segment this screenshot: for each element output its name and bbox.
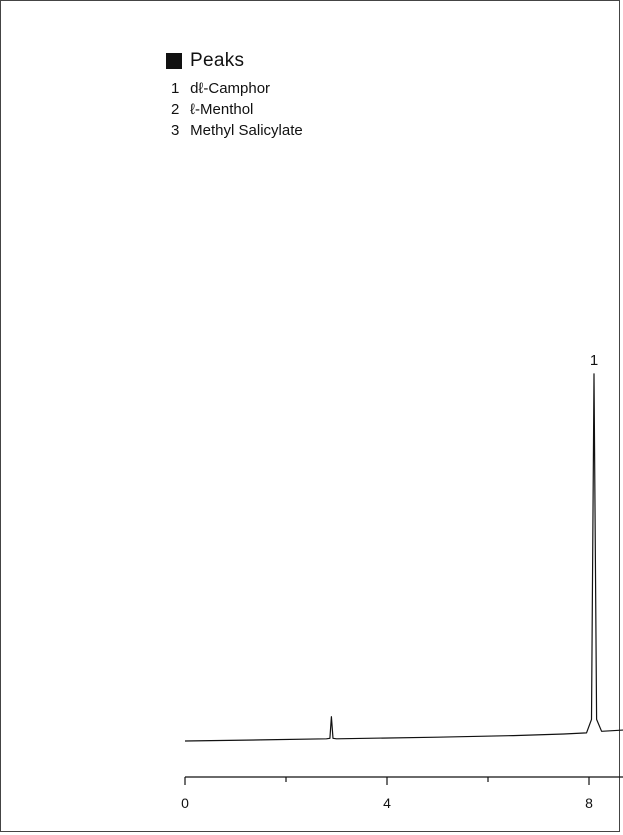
legend-square-icon (166, 53, 182, 69)
legend-item-number: 2 (171, 101, 180, 118)
legend-item: 3 Methyl Salicylate (171, 120, 303, 141)
legend-item-name: Methyl Salicylate (190, 122, 303, 139)
x-tick-label: 4 (383, 795, 391, 811)
legend-item: 1 dℓ-Camphor (171, 78, 303, 99)
x-tick-label: 8 (585, 795, 593, 811)
legend-item-name: dℓ-Camphor (190, 80, 271, 97)
legend-item-number: 1 (171, 80, 180, 97)
legend-list: 1 dℓ-Camphor 2 ℓ-Menthol 3 Methyl Salicy… (171, 78, 303, 141)
legend-header: Peaks (166, 48, 303, 74)
legend-item-name: ℓ-Menthol (190, 101, 254, 118)
legend-item-number: 3 (171, 122, 180, 139)
legend-item: 2 ℓ-Menthol (171, 99, 303, 120)
peaks-legend: Peaks 1 dℓ-Camphor 2 ℓ-Menthol 3 Methyl … (166, 48, 303, 141)
chromatogram-trace (184, 373, 623, 742)
legend-title: Peaks (190, 50, 245, 71)
peak-label: 1 (590, 352, 598, 369)
x-tick-label: 0 (181, 795, 189, 811)
